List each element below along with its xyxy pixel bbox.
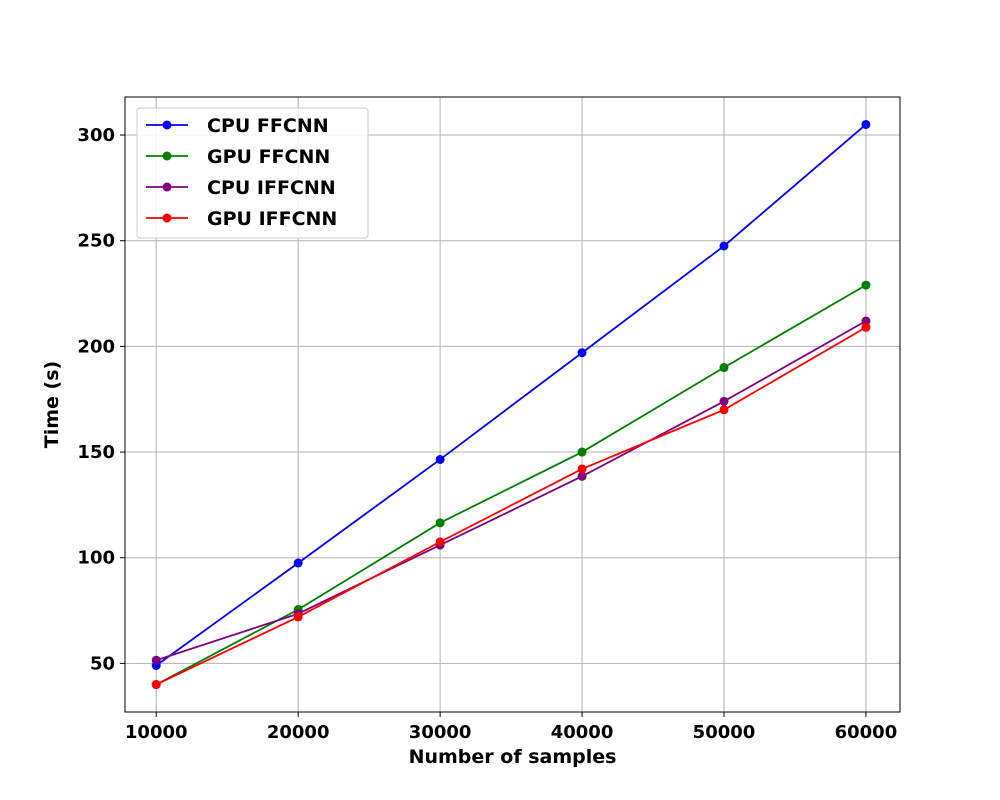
x-tick-label: 60000 [835,722,898,743]
plot-area-frame [124,96,901,713]
y-axis-label: Time (s) [41,361,63,448]
x-tick-label: 10000 [125,722,188,743]
data-point [861,316,871,326]
y-tick-label: 300 [77,125,115,146]
data-point [293,612,303,622]
legend-label: GPU FFCNN [207,146,330,168]
legend-marker [162,182,172,192]
x-tick-label: 30000 [409,722,472,743]
data-point [577,464,587,474]
series-line [155,326,867,686]
series-line [155,320,867,662]
x-axis-label: Number of samples [409,746,617,768]
legend: CPU FFCNN GPU FFCNN CPU IFFCNN GPU IFFCNN [136,107,369,239]
data-point [293,558,303,568]
legend-item: CPU FFCNN [146,115,329,137]
x-tick-label: 20000 [267,722,330,743]
legend-item: CPU IFFCNN [146,177,336,199]
grid [125,97,900,712]
x-tick-label: 40000 [551,722,614,743]
series-gpu-iffcnn [151,322,871,690]
legend-marker [162,151,172,161]
data-point [577,447,587,457]
data-point [719,405,729,415]
x-tick-label: 50000 [693,722,756,743]
data-point [861,280,871,290]
data-point [435,454,445,464]
data-point [719,396,729,406]
y-tick-label: 100 [77,548,115,569]
series-line [155,123,867,667]
axis-ticks: 10000 20000 30000 40000 50000 60000 50 100 150 20… [77,125,897,743]
legend-box [136,107,369,239]
legend-label: CPU FFCNN [207,115,329,137]
y-tick-label: 250 [77,231,115,252]
data-point [719,363,729,373]
data-point [861,322,871,332]
legend-marker [162,120,172,130]
y-tick-label: 50 [90,653,115,674]
series-layer [151,119,871,690]
legend-marker [162,213,172,223]
y-tick-label: 200 [77,336,115,357]
data-point [577,348,587,358]
data-point [435,518,445,528]
data-point [719,241,729,251]
legend-item: GPU IFFCNN [146,208,337,230]
data-point [577,471,587,481]
legend-label: GPU IFFCNN [207,208,337,230]
data-point [435,537,445,547]
legend-label: CPU IFFCNN [207,177,336,199]
legend-item: GPU FFCNN [146,146,330,168]
data-point [151,655,161,665]
y-tick-label: 150 [77,442,115,463]
data-point [861,119,871,129]
data-point [151,680,161,690]
